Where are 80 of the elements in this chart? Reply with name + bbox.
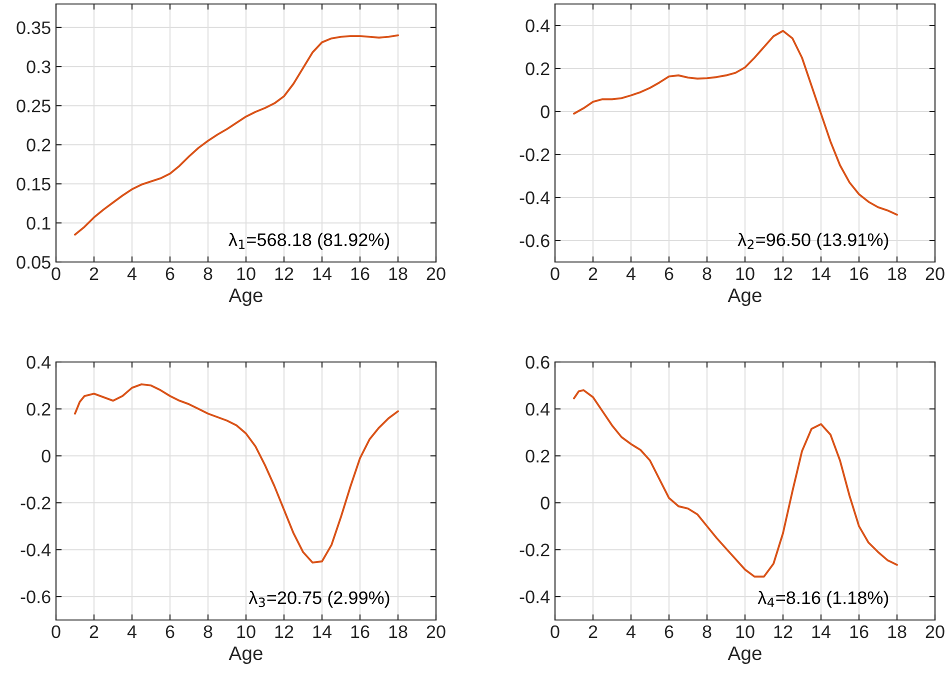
y-tick-label: 0.1	[26, 216, 50, 230]
x-tick-label: 0	[550, 267, 560, 280]
y-tick-label: 0	[540, 105, 550, 118]
x-tick-label: 10	[237, 625, 256, 638]
x-tick-label: 6	[166, 625, 174, 638]
y-tick-label: 0.05	[16, 256, 50, 269]
x-tick-label: 2	[90, 625, 98, 638]
y-tick-label: 0.25	[16, 100, 50, 112]
annotation: λ$_{4}$=8.16 (1.18%)	[758, 590, 888, 608]
y-tick-label: 0	[540, 496, 550, 510]
y-tick-label: -0.6	[20, 590, 50, 604]
y-tick-label: 0.15	[16, 178, 50, 191]
y-tick-label: 0.6	[526, 356, 550, 369]
y-tick-label: -0.4	[520, 191, 550, 204]
annotation: λ$_{3}$=20.75 (2.99%)	[248, 590, 390, 608]
x-tick-label: 4	[626, 268, 636, 280]
x-tick-label: 10	[736, 267, 754, 280]
x-tick-label: 2	[588, 625, 598, 638]
x-tick-label: 20	[426, 625, 446, 638]
x-axis-title: Age	[728, 646, 762, 664]
x-tick-label: 0	[550, 625, 560, 638]
x-tick-label: 12	[774, 267, 792, 280]
y-tick-label: -0.2	[20, 496, 50, 510]
x-tick-label: 16	[351, 625, 370, 638]
x-tick-label: 18	[389, 267, 408, 280]
annotation: λ$_{1}$=568.18 (81.92%)	[228, 232, 390, 250]
x-tick-label: 12	[275, 267, 294, 280]
annotation: λ$_{2}$=96.50 (13.91%)	[738, 232, 888, 250]
x-tick-label: 8	[204, 267, 212, 280]
x-tick-label: 10	[237, 267, 256, 280]
x-tick-label: 4	[127, 268, 136, 280]
x-tick-label: 4	[127, 626, 136, 638]
y-tick-label: 0.4	[526, 19, 550, 32]
y-tick-label: 0.2	[26, 402, 50, 416]
x-tick-label: 8	[702, 625, 712, 638]
x-tick-label: 2	[588, 267, 598, 280]
line-series	[573, 30, 898, 216]
x-tick-label: 6	[166, 267, 174, 280]
x-tick-label: 18	[389, 625, 408, 638]
x-tick-label: 8	[204, 625, 212, 638]
x-tick-label: 18	[888, 267, 906, 280]
y-tick-label: 0.2	[26, 138, 50, 152]
x-tick-label: 12	[275, 625, 294, 638]
y-tick-label: 0.4	[526, 402, 550, 416]
y-tick-label: -0.4	[520, 590, 550, 604]
y-tick-label: 0.4	[26, 356, 51, 369]
y-tick-label: -0.6	[520, 234, 550, 248]
x-tick-label: 0	[52, 267, 60, 280]
y-tick-label: -0.4	[20, 544, 51, 556]
line-series	[74, 383, 399, 564]
x-tick-label: 16	[850, 625, 868, 638]
x-tick-label: 6	[664, 625, 674, 638]
x-tick-label: 0	[52, 625, 60, 638]
x-tick-label: 20	[926, 625, 944, 638]
x-tick-label: 20	[926, 267, 944, 280]
x-tick-label: 2	[90, 267, 98, 280]
x-tick-label: 16	[351, 267, 370, 280]
y-tick-label: 0.35	[16, 21, 50, 34]
y-tick-label: -0.2	[520, 148, 550, 162]
x-tick-label: 18	[888, 625, 906, 638]
x-tick-label: 14	[812, 268, 831, 280]
x-tick-label: 6	[664, 267, 674, 280]
y-tick-label: 0	[42, 450, 50, 463]
y-tick-label: 0.3	[26, 60, 50, 74]
x-axis-title: Age	[728, 288, 762, 306]
x-tick-label: 12	[774, 625, 792, 638]
y-tick-label: 0.2	[526, 62, 550, 76]
x-tick-label: 14	[313, 268, 332, 280]
y-tick-label: 0.2	[526, 450, 550, 463]
x-axis-title: Age	[228, 646, 262, 664]
x-tick-label: 4	[626, 626, 636, 638]
x-tick-label: 20	[426, 267, 446, 280]
y-tick-label: -0.2	[520, 544, 550, 556]
x-tick-label: 14	[313, 626, 332, 638]
x-tick-label: 16	[850, 267, 868, 280]
x-tick-label: 8	[702, 267, 712, 280]
line-series	[573, 389, 898, 578]
x-axis-title: Age	[228, 288, 262, 306]
x-tick-label: 10	[736, 625, 754, 638]
x-tick-label: 14	[812, 626, 831, 638]
